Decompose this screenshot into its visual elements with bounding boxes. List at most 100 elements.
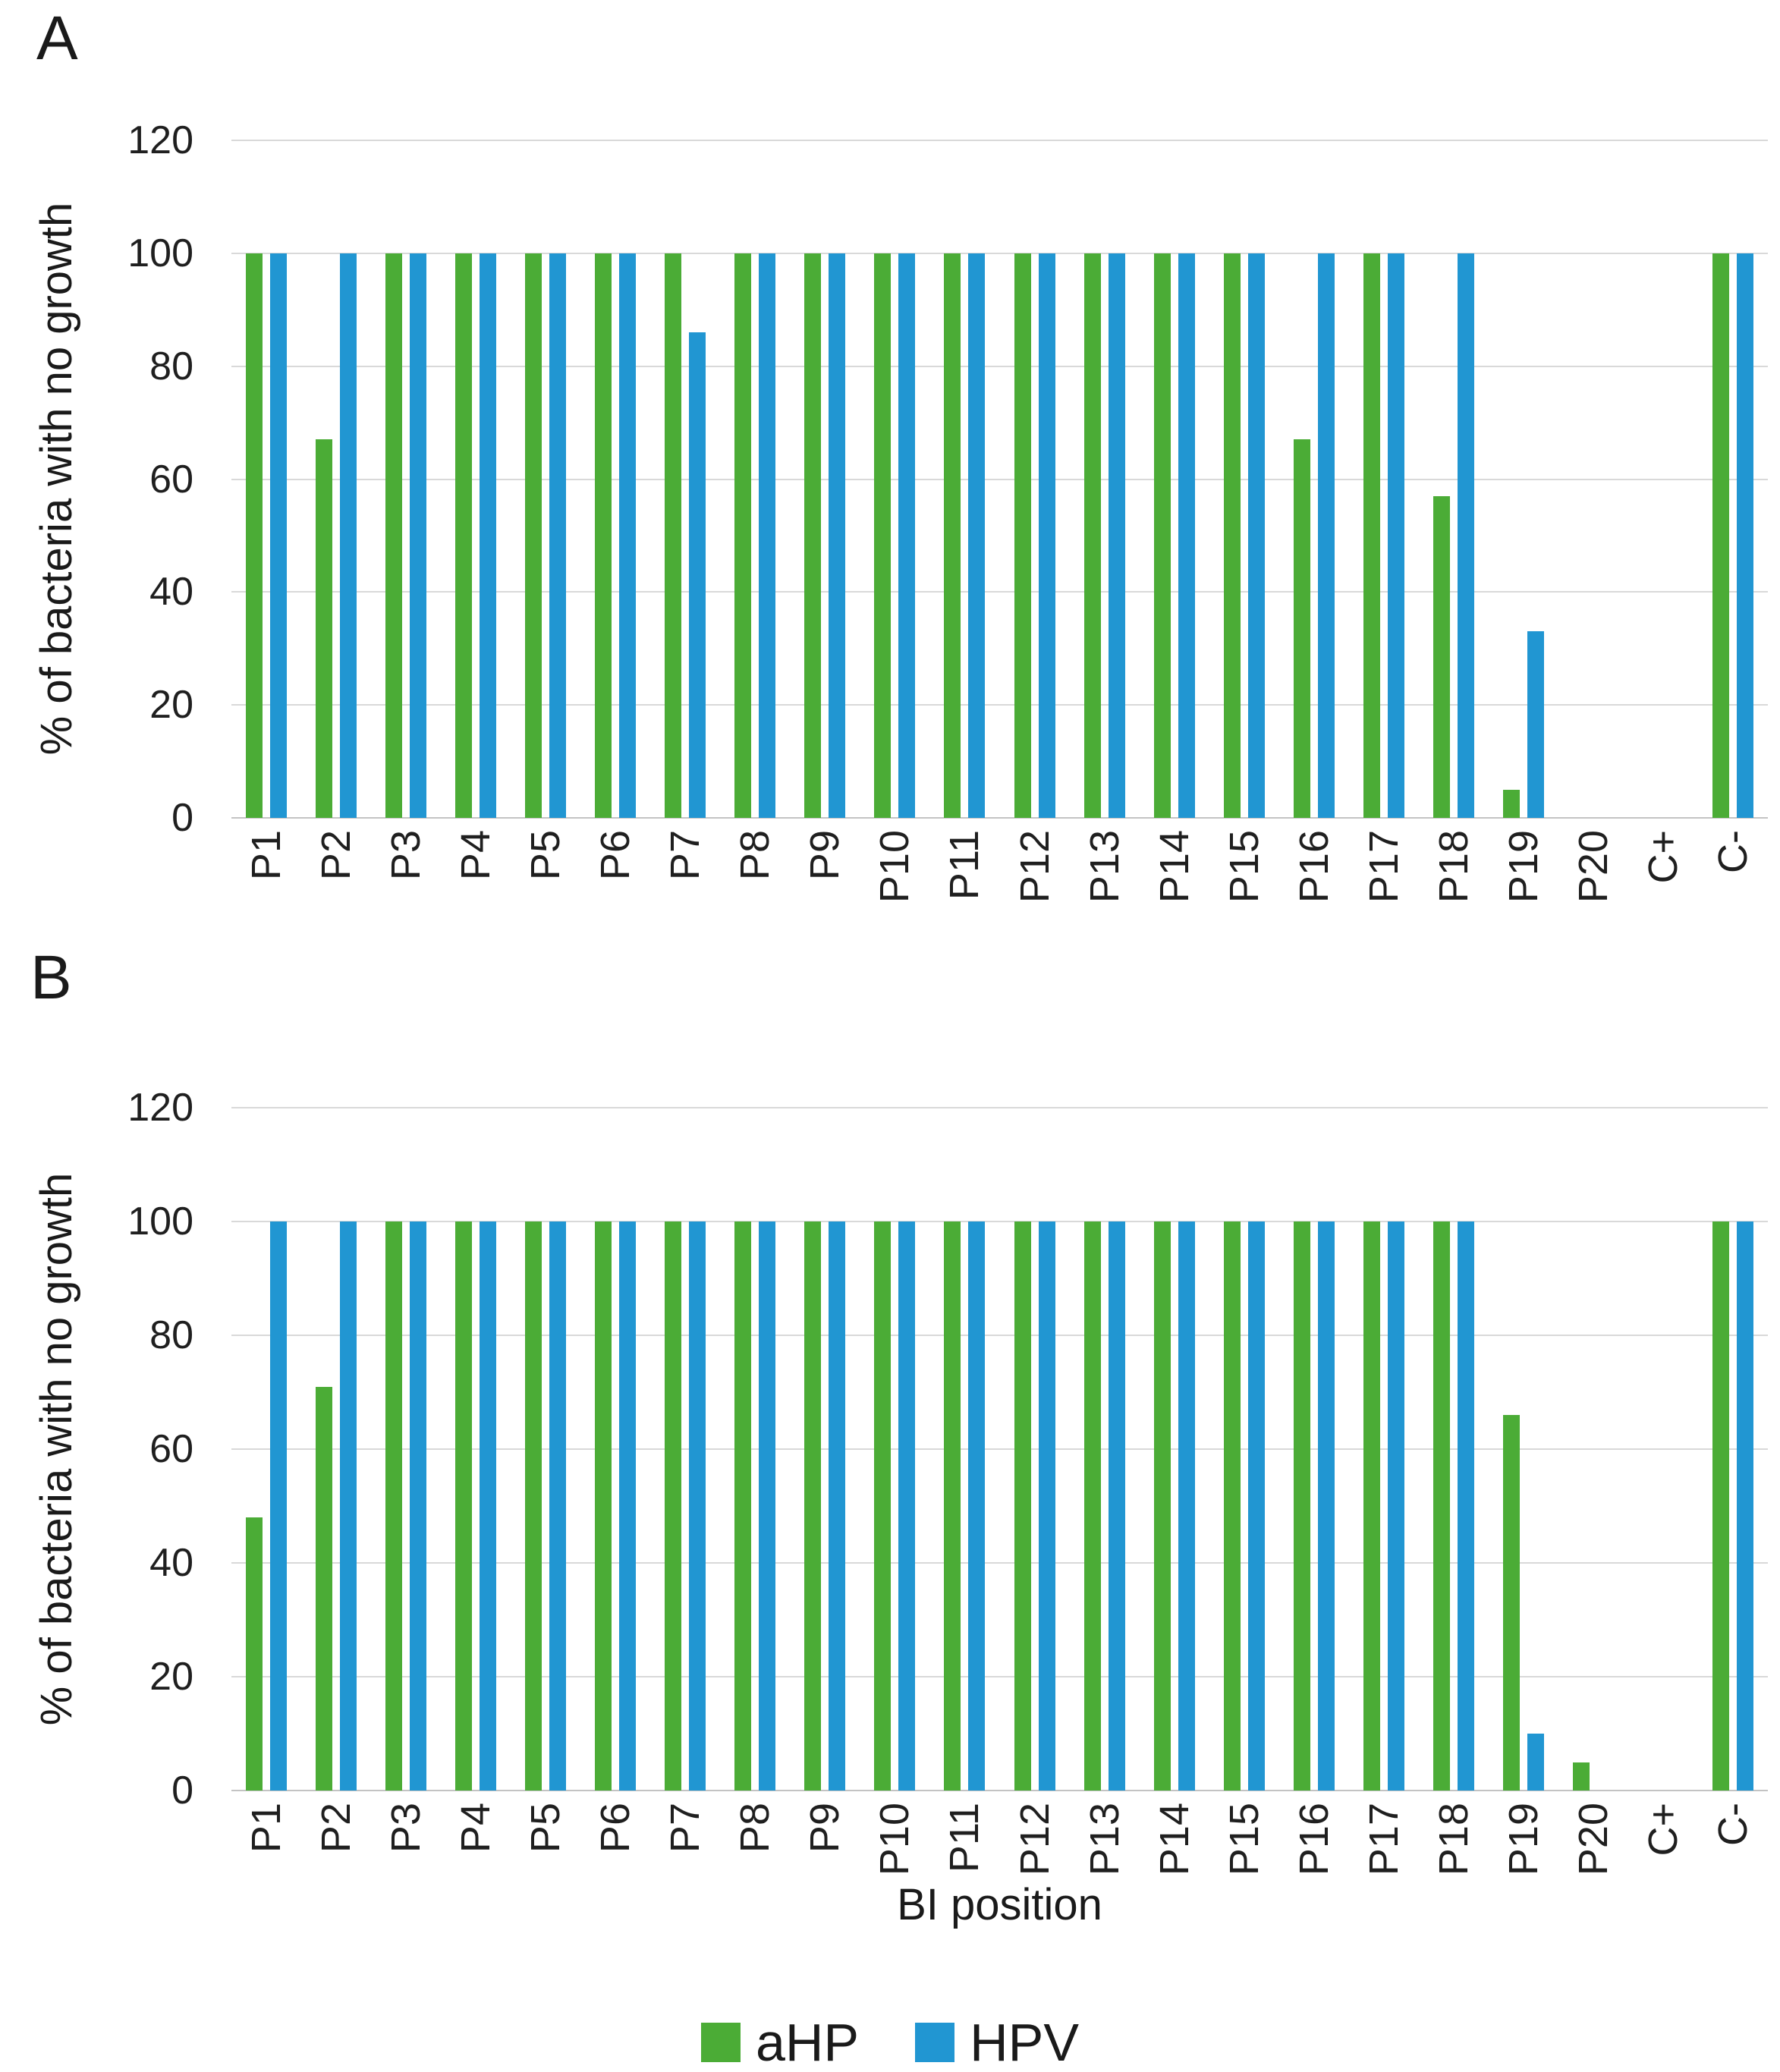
bar-aHP-C- bbox=[1712, 253, 1729, 818]
x-tick-label-C-: C- bbox=[1709, 830, 1756, 873]
gridline-20 bbox=[231, 1676, 1768, 1677]
x-tick-label-P3: P3 bbox=[383, 830, 429, 881]
x-tick-label-P8: P8 bbox=[732, 830, 778, 881]
bar-aHP-P7 bbox=[665, 253, 682, 818]
panel-b-x-axis-title: BI position bbox=[897, 1880, 1102, 1929]
gridline-100 bbox=[231, 252, 1768, 254]
bar-HPV-P10 bbox=[898, 253, 916, 818]
bar-aHP-P3 bbox=[385, 1222, 403, 1791]
y-tick-label-60: 60 bbox=[149, 457, 193, 501]
bar-HPV-P7 bbox=[689, 332, 706, 818]
bar-aHP-P14 bbox=[1153, 253, 1171, 818]
gridline-0 bbox=[231, 1790, 1768, 1791]
bar-aHP-P17 bbox=[1363, 1222, 1380, 1791]
bar-HPV-P9 bbox=[829, 1222, 846, 1791]
bar-aHP-P1 bbox=[246, 253, 263, 818]
gridline-60 bbox=[231, 478, 1768, 480]
bar-HPV-P11 bbox=[968, 253, 986, 818]
x-tick-label-P11: P11 bbox=[942, 830, 988, 901]
bar-aHP-P3 bbox=[385, 253, 403, 818]
bar-aHP-P11 bbox=[944, 1222, 961, 1791]
bar-HPV-P8 bbox=[759, 1222, 776, 1791]
bar-HPV-P19 bbox=[1527, 631, 1544, 818]
bar-HPV-P11 bbox=[968, 1222, 986, 1791]
ahp-swatch-icon bbox=[700, 2023, 741, 2062]
y-tick-label-40: 40 bbox=[149, 570, 193, 615]
bar-HPV-P16 bbox=[1317, 1222, 1335, 1791]
legend-label-ahp: aHP bbox=[755, 2013, 860, 2072]
bar-aHP-P20 bbox=[1572, 1762, 1590, 1791]
bar-aHP-P1 bbox=[246, 1517, 263, 1791]
y-tick-label-20: 20 bbox=[149, 1655, 193, 1699]
bar-aHP-P2 bbox=[316, 1386, 333, 1791]
y-tick-label-100: 100 bbox=[127, 1199, 193, 1244]
bar-HPV-P2 bbox=[340, 253, 357, 818]
gridline-80 bbox=[231, 1335, 1768, 1336]
bar-aHP-P11 bbox=[944, 253, 961, 818]
bar-HPV-P12 bbox=[1038, 253, 1055, 818]
gridline-80 bbox=[231, 365, 1768, 367]
bar-HPV-P12 bbox=[1038, 1222, 1055, 1791]
x-tick-label-P12: P12 bbox=[1011, 830, 1058, 904]
gridline-20 bbox=[231, 704, 1768, 706]
bar-HPV-P10 bbox=[898, 1222, 916, 1791]
x-tick-label-P4: P4 bbox=[453, 830, 499, 881]
y-tick-label-40: 40 bbox=[149, 1541, 193, 1585]
bar-HPV-P3 bbox=[410, 1222, 427, 1791]
panel-a-plot-area: 0 20 40 60 80 100 120 P1 P2 P3 P4 P5 P6 P7 P8 P9 P10 P11 P… bbox=[127, 121, 1768, 903]
bar-aHP-P17 bbox=[1363, 253, 1380, 818]
x-tick-label-P20: P20 bbox=[1570, 830, 1616, 904]
legend-label-hpv: HPV bbox=[970, 2013, 1080, 2072]
gridline-40 bbox=[231, 1562, 1768, 1564]
bar-HPV-P15 bbox=[1247, 253, 1265, 818]
bar-HPV-P18 bbox=[1457, 1222, 1474, 1791]
bar-HPV-P5 bbox=[549, 253, 567, 818]
bar-HPV-P4 bbox=[480, 1222, 497, 1791]
y-tick-label-0: 0 bbox=[171, 1769, 193, 1813]
legend-item-hpv: HPV bbox=[915, 2012, 1079, 2072]
bar-HPV-P9 bbox=[829, 253, 846, 818]
bar-aHP-P9 bbox=[804, 1222, 822, 1791]
bar-aHP-P4 bbox=[455, 253, 473, 818]
bar-aHP-P19 bbox=[1502, 1415, 1520, 1791]
y-tick-label-120: 120 bbox=[127, 118, 193, 162]
bar-HPV-P17 bbox=[1387, 1222, 1404, 1791]
panel-b-plot-area: 0 20 40 60 80 100 120 P1 P2 P3 P4 P5 P6 P7 P8 P9 P10 P11 P… bbox=[127, 1088, 1768, 1875]
bar-HPV-P19 bbox=[1527, 1734, 1544, 1791]
gridline-0 bbox=[231, 817, 1768, 819]
y-tick-label-60: 60 bbox=[149, 1427, 193, 1471]
bar-HPV-P17 bbox=[1387, 253, 1404, 818]
y-tick-label-100: 100 bbox=[127, 231, 193, 275]
bar-HPV-C- bbox=[1736, 1222, 1753, 1791]
bar-aHP-P15 bbox=[1223, 253, 1241, 818]
bar-aHP-P16 bbox=[1293, 1222, 1310, 1791]
bar-aHP-P10 bbox=[874, 1222, 892, 1791]
x-tick-label-P18: P18 bbox=[1430, 830, 1477, 904]
x-tick-label-P16: P16 bbox=[1291, 830, 1337, 904]
bar-aHP-P9 bbox=[804, 253, 822, 818]
x-tick-label-P7: P7 bbox=[662, 830, 709, 881]
y-tick-label-80: 80 bbox=[149, 344, 193, 388]
bar-aHP-P2 bbox=[316, 439, 333, 818]
bar-HPV-C- bbox=[1736, 253, 1753, 818]
bar-HPV-P2 bbox=[340, 1222, 357, 1791]
x-tick-label-P10: P10 bbox=[872, 830, 918, 904]
bar-aHP-P8 bbox=[734, 1222, 752, 1791]
y-tick-label-80: 80 bbox=[149, 1313, 193, 1357]
bar-aHP-P18 bbox=[1432, 495, 1450, 818]
x-tick-label-P14: P14 bbox=[1151, 830, 1197, 904]
bar-HPV-P13 bbox=[1108, 1222, 1125, 1791]
panel-b-label: B bbox=[30, 943, 72, 1012]
bar-aHP-P13 bbox=[1083, 253, 1101, 818]
bar-aHP-P7 bbox=[665, 1222, 682, 1791]
bar-aHP-C- bbox=[1712, 1222, 1729, 1791]
bar-aHP-P19 bbox=[1502, 789, 1520, 818]
bar-aHP-P4 bbox=[455, 1222, 473, 1791]
gridline-120 bbox=[231, 140, 1768, 141]
bar-HPV-P13 bbox=[1108, 253, 1125, 818]
bar-aHP-P5 bbox=[525, 253, 542, 818]
x-tick-label-C+: C+ bbox=[1640, 830, 1686, 884]
bar-HPV-P6 bbox=[619, 253, 637, 818]
x-tick-label-P15: P15 bbox=[1221, 830, 1267, 904]
